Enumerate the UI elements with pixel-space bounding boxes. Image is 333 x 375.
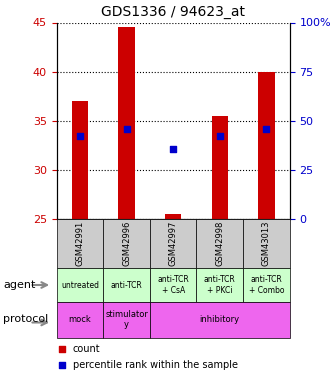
Bar bbox=[243, 268, 290, 302]
Text: GSM42996: GSM42996 bbox=[122, 221, 131, 266]
Text: anti-TCR
+ Combo: anti-TCR + Combo bbox=[249, 275, 284, 295]
Text: GSM42998: GSM42998 bbox=[215, 221, 224, 266]
Bar bbox=[258, 72, 274, 219]
Text: GSM42991: GSM42991 bbox=[75, 221, 85, 266]
Text: anti-TCR: anti-TCR bbox=[111, 280, 143, 290]
Bar bbox=[57, 268, 103, 302]
Point bbox=[217, 133, 222, 139]
Bar bbox=[196, 219, 243, 268]
Text: anti-TCR
+ PKCi: anti-TCR + PKCi bbox=[204, 275, 236, 295]
Bar bbox=[243, 219, 290, 268]
Point bbox=[170, 146, 176, 152]
Bar bbox=[150, 302, 290, 338]
Bar bbox=[72, 101, 88, 219]
Point bbox=[77, 133, 83, 139]
Point bbox=[124, 126, 129, 132]
Point bbox=[264, 126, 269, 132]
Bar bbox=[165, 214, 181, 219]
Text: count: count bbox=[73, 344, 100, 354]
Text: untreated: untreated bbox=[61, 280, 99, 290]
Bar bbox=[119, 27, 135, 219]
Text: agent: agent bbox=[3, 280, 36, 290]
Bar bbox=[57, 302, 103, 338]
Title: GDS1336 / 94623_at: GDS1336 / 94623_at bbox=[101, 5, 245, 19]
Bar bbox=[57, 219, 103, 268]
Bar bbox=[150, 268, 196, 302]
Bar bbox=[103, 219, 150, 268]
Text: percentile rank within the sample: percentile rank within the sample bbox=[73, 360, 237, 370]
Text: mock: mock bbox=[69, 315, 91, 324]
Text: GSM42997: GSM42997 bbox=[168, 221, 178, 266]
Text: stimulator
y: stimulator y bbox=[105, 310, 148, 329]
Bar bbox=[212, 116, 228, 219]
Text: inhibitory: inhibitory bbox=[200, 315, 240, 324]
Text: GSM43013: GSM43013 bbox=[262, 221, 271, 267]
Bar bbox=[196, 268, 243, 302]
Text: anti-TCR
+ CsA: anti-TCR + CsA bbox=[157, 275, 189, 295]
Bar bbox=[103, 302, 150, 338]
Point bbox=[59, 362, 65, 368]
Text: protocol: protocol bbox=[3, 315, 49, 324]
Bar bbox=[103, 268, 150, 302]
Bar bbox=[150, 219, 196, 268]
Point bbox=[59, 346, 65, 352]
